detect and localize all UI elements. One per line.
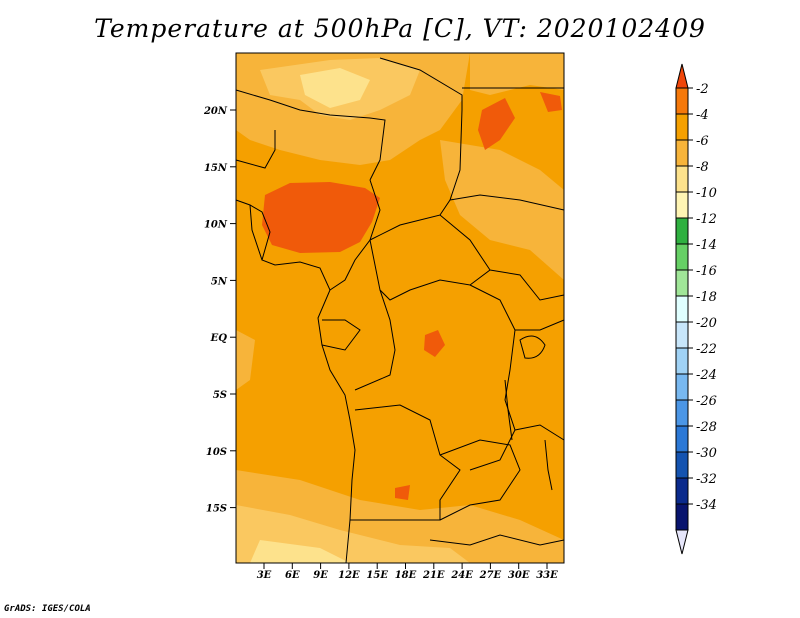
field-mild-east <box>440 140 564 280</box>
lat-tick-label: 15N <box>204 163 228 174</box>
lon-tick-label: 15E <box>366 570 388 581</box>
coastline-west-africa <box>235 199 356 564</box>
lon-tick-label: 27E <box>479 570 502 581</box>
field-cool-sw <box>250 540 350 563</box>
colorbar-label: -32 <box>696 472 717 487</box>
lake-tanganyika <box>504 379 513 441</box>
colorbar-swatch <box>675 399 689 427</box>
border-drc-east <box>469 284 516 471</box>
map-frame <box>235 52 565 564</box>
field-very-warm-east <box>540 92 562 112</box>
field-very-warm-ne <box>478 98 515 150</box>
colorbar-swatch <box>675 217 689 245</box>
border-south-sudan <box>489 269 565 301</box>
lon-tick-label: 3E <box>257 570 272 581</box>
colorbar-swatch <box>675 477 689 505</box>
country-borders <box>235 57 565 564</box>
lake-malawi <box>544 439 553 491</box>
border-tanzania <box>514 424 565 441</box>
field-mild-west <box>236 330 255 390</box>
lon-tick-label: 30E <box>508 570 530 581</box>
colorbar-label: -30 <box>696 446 717 461</box>
colorbar-label: -28 <box>696 420 717 435</box>
colorbar-label: -22 <box>696 342 717 357</box>
lat-tick-label: 10S <box>206 447 227 458</box>
colorbar-swatch <box>675 425 689 453</box>
colorbar-bottom-arrow <box>675 529 689 555</box>
temperature-field <box>236 53 564 563</box>
lat-tick-label: 15S <box>206 504 227 515</box>
lat-tick-label: EQ <box>210 333 228 344</box>
border-angola <box>350 404 461 521</box>
colorbar-swatch <box>675 243 689 271</box>
colorbar-label: -4 <box>696 108 709 123</box>
border-south <box>429 534 565 546</box>
lon-tick-label: 9E <box>313 570 328 581</box>
colorbar-swatch <box>675 321 689 349</box>
colorbar-swatch <box>675 87 689 115</box>
border-nigeria-cameroon <box>329 179 381 291</box>
field-very-warm-congo <box>424 330 445 357</box>
lon-tick-label: 18E <box>395 570 417 581</box>
colorbar-swatch <box>675 139 689 167</box>
field-very-warm-nigeria <box>262 182 380 253</box>
colorbar-swatch <box>675 295 689 323</box>
border-zambia <box>439 439 521 521</box>
lon-tick-label: 12E <box>338 570 360 581</box>
field-very-warm-south <box>395 485 410 500</box>
lat-tick-label: 5N <box>211 276 228 287</box>
latitude-axis: 20N 15N 10N 5N EQ 5S 10S 15S <box>203 106 236 515</box>
colorbar-label: -10 <box>696 186 717 201</box>
lon-tick-label: 33E <box>536 570 558 581</box>
colorbar-swatch <box>675 269 689 297</box>
colorbar-label: -6 <box>696 134 709 149</box>
colorbar-label: -34 <box>696 498 717 513</box>
colorbar-label: -12 <box>696 212 717 227</box>
colorbar-label: -14 <box>696 238 717 253</box>
credit-text: GrADS: IGES/COLA <box>4 604 91 614</box>
border-niger-chad <box>235 89 386 181</box>
border-congo-drc <box>354 289 396 391</box>
colorbar-swatch <box>675 165 689 193</box>
colorbar-swatch <box>675 347 689 375</box>
border-chad-sudan <box>439 109 463 216</box>
lat-tick-label: 5S <box>213 390 227 401</box>
colorbar-label: -2 <box>696 82 709 97</box>
colorbar-label: -24 <box>696 368 717 383</box>
colorbar-label: -20 <box>696 316 717 331</box>
border-gabon <box>321 319 361 351</box>
colorbar-swatch <box>675 451 689 479</box>
border-west-small <box>235 130 276 169</box>
border-libya-egypt <box>379 57 463 110</box>
lat-tick-label: 10N <box>204 220 228 231</box>
border-kenya <box>515 319 565 331</box>
field-cool-north-patch <box>300 68 370 108</box>
colorbar: -2 -4 -6 -8 -10 -12 -14 -16 -18 -20 -22 -24 -26 -28 -3… <box>675 63 717 555</box>
lake-victoria <box>519 335 546 359</box>
colorbar-top-arrow <box>675 63 689 89</box>
longitude-axis: 3E 6E 9E 12E 15E 18E 21E 24E 27E 30E 33E <box>257 563 558 581</box>
border-ethiopia <box>449 194 565 211</box>
border-ghana <box>249 204 263 261</box>
field-cool-ne <box>470 53 564 95</box>
lat-tick-label: 20N <box>203 106 228 117</box>
colorbar-swatch <box>675 503 689 531</box>
colorbar-swatch <box>675 191 689 219</box>
colorbar-label: -8 <box>696 160 709 175</box>
chart-title: Temperature at 500hPa [C], VT: 202010240… <box>94 14 706 43</box>
colorbar-label: -26 <box>696 394 717 409</box>
colorbar-label: -16 <box>696 264 717 279</box>
colorbar-label: -18 <box>696 290 717 305</box>
lon-tick-label: 6E <box>285 570 300 581</box>
colorbar-swatch <box>675 373 689 401</box>
colorbar-swatch <box>675 113 689 141</box>
lon-tick-label: 24E <box>450 570 473 581</box>
lon-tick-label: 21E <box>422 570 445 581</box>
